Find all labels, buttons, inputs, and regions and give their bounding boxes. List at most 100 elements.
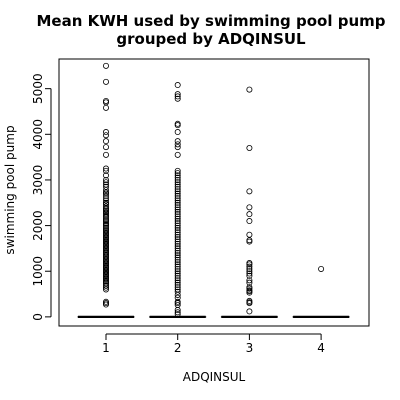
- outlier-point: [174, 224, 181, 231]
- outlier-point: [174, 144, 181, 151]
- y-tick-label: 1000: [31, 256, 45, 287]
- outlier-point: [174, 204, 181, 211]
- outlier-point: [174, 307, 181, 314]
- outlier-point: [103, 172, 110, 179]
- outlier-point: [174, 243, 181, 250]
- outlier-point: [174, 233, 181, 240]
- outlier-point: [174, 186, 181, 193]
- outlier-point: [174, 249, 181, 256]
- outlier-point: [174, 215, 181, 222]
- outlier-point: [103, 190, 110, 197]
- outlier-point: [246, 272, 253, 279]
- x-tick-label: 4: [317, 341, 325, 355]
- outlier-point: [103, 179, 110, 186]
- outlier-point: [174, 281, 181, 288]
- outlier-point: [174, 195, 181, 202]
- outlier-point: [246, 86, 253, 93]
- outlier-point: [174, 268, 181, 275]
- outlier-point: [174, 240, 181, 247]
- outlier-point: [174, 300, 181, 307]
- outlier-point: [174, 188, 181, 195]
- outlier-point: [174, 291, 181, 298]
- outlier-point: [174, 222, 181, 229]
- outlier-point: [174, 275, 181, 282]
- outlier-point: [174, 122, 181, 129]
- outlier-point: [174, 220, 181, 227]
- outlier-point: [103, 218, 110, 225]
- outlier-point: [174, 227, 181, 234]
- outlier-point: [246, 285, 253, 292]
- outlier-point: [174, 263, 181, 270]
- outlier-point: [174, 309, 181, 316]
- outlier-point: [103, 78, 110, 85]
- outlier-point: [174, 183, 181, 190]
- outlier-point: [103, 104, 110, 111]
- outlier-point: [174, 167, 181, 174]
- outlier-point: [103, 213, 110, 220]
- outlier-point: [174, 192, 181, 199]
- outlier-point: [174, 254, 181, 261]
- outlier-point: [174, 129, 181, 136]
- x-axis: 1 2 3 4: [102, 333, 325, 355]
- outlier-point: [174, 238, 181, 245]
- outlier-point: [103, 62, 110, 69]
- outlier-point: [103, 129, 110, 136]
- outlier-point: [103, 301, 110, 308]
- y-tick-label: 5000: [31, 73, 45, 104]
- outlier-point: [174, 259, 181, 266]
- outlier-point: [246, 300, 253, 307]
- y-tick-label: 0: [31, 313, 45, 321]
- outlier-point: [174, 202, 181, 209]
- x-tick-label: 3: [246, 341, 254, 355]
- outlier-point: [174, 172, 181, 179]
- outlier-point: [103, 223, 110, 230]
- outlier-point: [174, 231, 181, 238]
- outlier-point: [174, 197, 181, 204]
- outlier-point: [174, 138, 181, 145]
- outlier-point: [103, 197, 110, 204]
- outlier-point: [103, 132, 110, 139]
- outlier-point: [103, 151, 110, 158]
- outlier-point: [246, 270, 253, 277]
- outlier-point: [174, 279, 181, 286]
- outlier-point: [174, 181, 181, 188]
- outlier-point: [246, 277, 253, 284]
- outlier-point: [246, 265, 253, 272]
- outlier-point: [246, 263, 253, 270]
- outlier-point: [174, 213, 181, 220]
- outlier-point: [246, 289, 253, 296]
- outlier-point: [174, 288, 181, 295]
- outlier-point: [246, 211, 253, 218]
- chart-title-line-2: grouped by ADQINSUL: [116, 30, 306, 48]
- outlier-point: [174, 284, 181, 291]
- outlier-point: [174, 190, 181, 197]
- outlier-point: [246, 204, 253, 211]
- outlier-point: [174, 245, 181, 252]
- outlier-point: [246, 218, 253, 225]
- y-tick-label: 3000: [31, 165, 45, 196]
- x-axis-label: ADQINSUL: [183, 370, 246, 384]
- outlier-point: [174, 95, 181, 102]
- chart-title-line-1: Mean KWH used by swimming pool pump: [36, 12, 385, 30]
- outlier-point: [174, 179, 181, 186]
- outlier-point: [174, 211, 181, 218]
- outlier-point: [103, 284, 110, 291]
- outlier-point: [174, 208, 181, 215]
- outlier-point: [318, 265, 325, 272]
- outlier-point: [103, 203, 110, 210]
- outlier-point: [174, 199, 181, 206]
- x-tick-label: 1: [102, 341, 110, 355]
- outlier-point: [174, 174, 181, 181]
- outlier-point: [246, 261, 253, 268]
- outlier-point: [174, 270, 181, 277]
- outlier-point: [174, 229, 181, 236]
- outlier-point: [246, 308, 253, 315]
- outlier-point: [246, 279, 253, 286]
- outlier-point: [174, 252, 181, 259]
- outlier-point: [103, 282, 110, 289]
- y-axis-label: swimming pool pump: [3, 125, 17, 254]
- outlier-point: [174, 218, 181, 225]
- outlier-point: [174, 311, 181, 318]
- y-axis: 0 1000 2000 3000 4000 5000: [31, 73, 52, 321]
